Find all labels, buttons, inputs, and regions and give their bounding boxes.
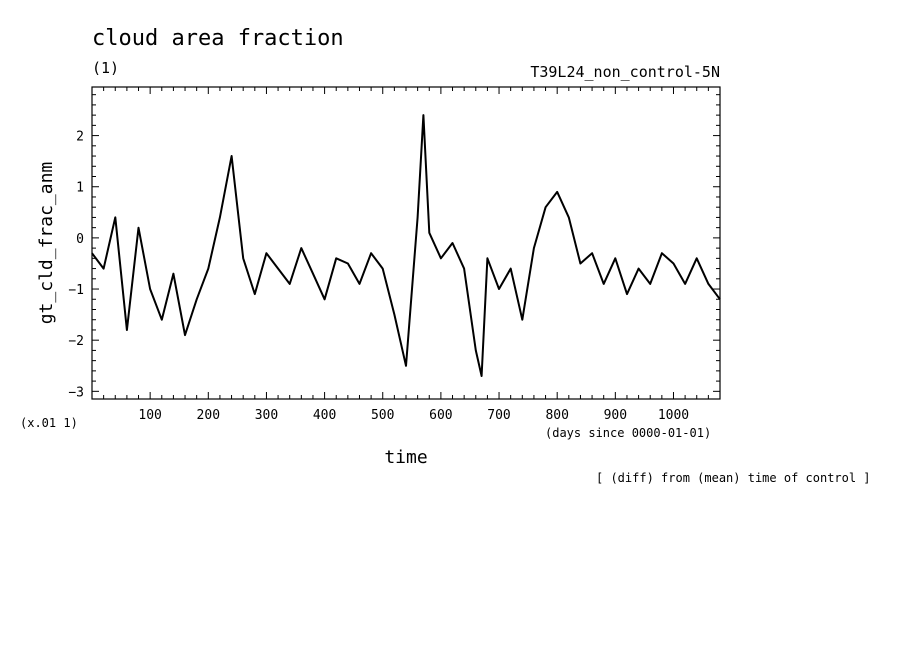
y-tick-label: −1 bbox=[68, 283, 84, 298]
x-tick-label: 800 bbox=[545, 408, 568, 423]
y-tick-label: −3 bbox=[68, 385, 84, 400]
x-tick-label: 700 bbox=[487, 408, 510, 423]
y-tick-label: 2 bbox=[76, 130, 84, 145]
x-tick-label: 600 bbox=[429, 408, 452, 423]
x-tick-label: 1000 bbox=[658, 408, 689, 423]
y-tick-label: 0 bbox=[76, 232, 84, 247]
x-tick-label: 300 bbox=[255, 408, 278, 423]
x-axis-label: time bbox=[384, 447, 427, 468]
y-scale-note: (x.01 1) bbox=[20, 416, 78, 430]
x-units-label: (days since 0000-01-01) bbox=[545, 426, 711, 440]
x-tick-label: 100 bbox=[138, 408, 161, 423]
x-axis-ticks bbox=[149, 87, 674, 399]
series-line bbox=[91, 114, 721, 377]
y-tick-label: −2 bbox=[68, 334, 84, 349]
x-tick-label: 400 bbox=[313, 408, 336, 423]
run-label: T39L24_non_control-5N bbox=[530, 63, 720, 81]
chart-subtitle: (1) bbox=[92, 59, 119, 77]
y-tick-label: 1 bbox=[76, 181, 84, 196]
plot-frame bbox=[91, 86, 721, 400]
y-axis-minor-ticks bbox=[92, 94, 720, 382]
x-tick-label: 500 bbox=[371, 408, 394, 423]
y-axis-tick-labels: −3 −2 −1 0 1 2 bbox=[68, 130, 84, 401]
y-axis-label: gt_cld_frac_anm bbox=[36, 162, 57, 325]
x-tick-label: 200 bbox=[197, 408, 220, 423]
footnote: [ (diff) from (mean) time of control ] bbox=[596, 471, 871, 485]
x-axis-minor-ticks bbox=[103, 87, 709, 399]
chart-title: cloud area fraction bbox=[92, 26, 344, 51]
y-axis-ticks bbox=[92, 135, 720, 392]
x-tick-label: 900 bbox=[604, 408, 627, 423]
x-axis-tick-labels: 100 200 300 400 500 600 700 800 900 1000 bbox=[138, 408, 689, 423]
